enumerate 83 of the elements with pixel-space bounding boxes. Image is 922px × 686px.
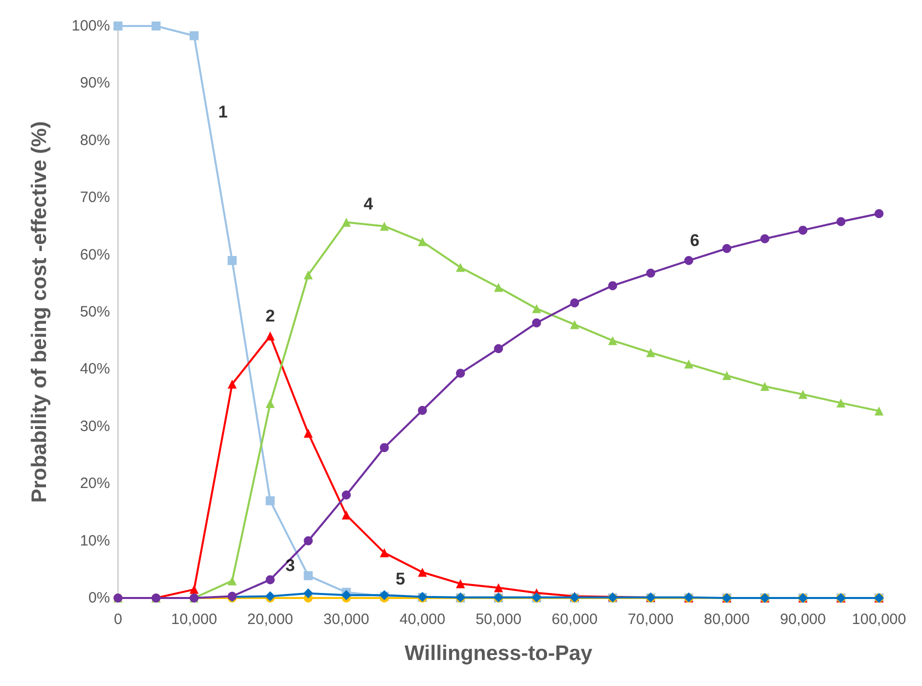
y-axis-title: Probability of being cost -effective (%) bbox=[28, 121, 51, 503]
x-tick-label: 0 bbox=[114, 611, 122, 628]
point bbox=[494, 583, 503, 592]
point bbox=[418, 406, 427, 415]
point bbox=[722, 244, 732, 254]
point bbox=[380, 443, 389, 452]
point bbox=[304, 270, 313, 280]
point bbox=[494, 344, 503, 354]
point bbox=[532, 304, 542, 314]
y-tick-label: 80% bbox=[80, 132, 110, 149]
point bbox=[874, 209, 884, 218]
point bbox=[722, 370, 732, 380]
x-tick-label: 50,000 bbox=[476, 611, 522, 628]
point bbox=[684, 256, 694, 266]
y-tick-label: 100% bbox=[72, 18, 110, 34]
point bbox=[342, 490, 351, 500]
point bbox=[266, 575, 275, 584]
point bbox=[304, 428, 313, 438]
point bbox=[418, 568, 427, 577]
point bbox=[266, 332, 275, 341]
x-tick-label: 30,000 bbox=[323, 611, 370, 628]
point bbox=[190, 31, 199, 40]
y-tick-label: 60% bbox=[80, 246, 110, 264]
point bbox=[646, 348, 656, 358]
point bbox=[304, 571, 313, 580]
y-tick-label: 30% bbox=[80, 418, 110, 435]
y-tick-label: 50% bbox=[80, 304, 110, 320]
y-tick-label: 90% bbox=[80, 74, 110, 92]
annotation: 2 bbox=[265, 306, 275, 326]
y-tick-label: 0% bbox=[88, 590, 110, 606]
point bbox=[303, 588, 314, 598]
point bbox=[456, 262, 465, 272]
annotation: 3 bbox=[285, 556, 295, 576]
x-tick-label: 20,000 bbox=[247, 611, 294, 628]
point bbox=[608, 336, 618, 346]
x-tick-label: 10,000 bbox=[171, 611, 218, 628]
point bbox=[190, 584, 199, 594]
point bbox=[646, 268, 656, 278]
point bbox=[836, 217, 846, 226]
point bbox=[760, 382, 770, 391]
y-tick-label: 20% bbox=[80, 475, 110, 492]
annotation: 1 bbox=[218, 102, 228, 122]
point bbox=[456, 368, 465, 378]
point bbox=[266, 399, 275, 408]
point bbox=[342, 510, 351, 520]
x-tick-label: 90,000 bbox=[780, 611, 826, 628]
point bbox=[342, 218, 351, 227]
point bbox=[418, 237, 427, 246]
y-tick-label: 10% bbox=[80, 532, 110, 550]
point bbox=[228, 576, 237, 586]
point bbox=[114, 22, 122, 30]
point bbox=[265, 591, 276, 602]
point bbox=[532, 318, 542, 328]
x-tick-label: 60,000 bbox=[552, 611, 598, 628]
point bbox=[684, 360, 694, 369]
annotation: 6 bbox=[690, 231, 700, 250]
point bbox=[266, 496, 275, 506]
point bbox=[760, 234, 770, 244]
point bbox=[456, 579, 465, 588]
point bbox=[341, 590, 352, 600]
y-tick-label: 40% bbox=[80, 360, 110, 378]
point bbox=[152, 22, 161, 30]
point bbox=[570, 320, 580, 330]
point bbox=[380, 548, 389, 558]
x-tick-label: 100,000 bbox=[852, 611, 906, 628]
point bbox=[228, 256, 237, 266]
point bbox=[874, 406, 884, 416]
x-tick-label: 70,000 bbox=[628, 611, 674, 628]
y-tick-label: 70% bbox=[80, 189, 110, 206]
x-axis-title: Willingness-to-Pay bbox=[404, 642, 593, 665]
point bbox=[380, 222, 389, 231]
annotation: 5 bbox=[396, 570, 406, 589]
annotation: 4 bbox=[364, 194, 374, 214]
x-tick-label: 80,000 bbox=[704, 611, 750, 628]
point bbox=[798, 390, 808, 399]
point bbox=[228, 380, 237, 389]
point bbox=[798, 226, 808, 235]
point bbox=[494, 282, 503, 292]
point bbox=[570, 298, 580, 308]
point bbox=[836, 398, 846, 408]
point bbox=[304, 536, 313, 546]
x-tick-label: 40,000 bbox=[399, 611, 446, 628]
point bbox=[608, 281, 618, 290]
